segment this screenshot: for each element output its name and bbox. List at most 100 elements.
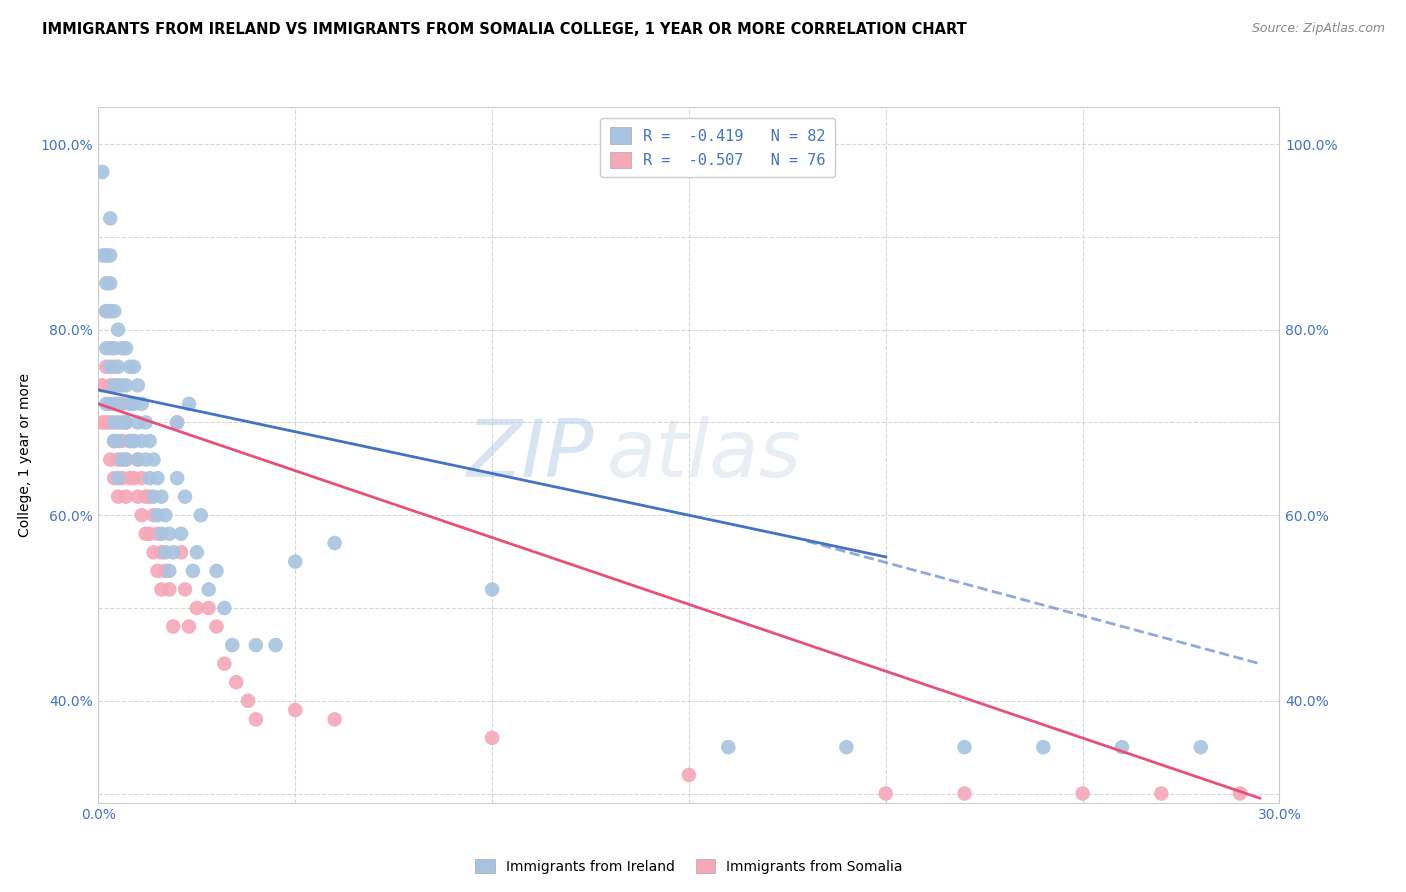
Point bbox=[107, 471, 129, 485]
Point bbox=[103, 471, 125, 485]
Point bbox=[214, 601, 236, 615]
Point bbox=[115, 452, 138, 467]
Point bbox=[190, 508, 212, 523]
Point bbox=[245, 712, 267, 726]
Point bbox=[162, 619, 184, 633]
Point bbox=[162, 545, 184, 559]
Point bbox=[98, 397, 121, 411]
Point bbox=[186, 545, 208, 559]
Point bbox=[96, 359, 118, 374]
Point bbox=[127, 416, 149, 430]
Point bbox=[142, 490, 165, 504]
Point bbox=[284, 703, 307, 717]
Point bbox=[98, 416, 121, 430]
Point bbox=[717, 740, 740, 755]
Point bbox=[142, 545, 165, 559]
Point bbox=[91, 416, 114, 430]
Point bbox=[875, 787, 897, 801]
Point bbox=[111, 397, 134, 411]
Point bbox=[131, 434, 153, 448]
Point bbox=[118, 359, 141, 374]
Point bbox=[111, 434, 134, 448]
Point bbox=[177, 397, 200, 411]
Point bbox=[284, 555, 307, 569]
Point bbox=[111, 416, 134, 430]
Point bbox=[118, 434, 141, 448]
Point bbox=[150, 490, 173, 504]
Point bbox=[1150, 787, 1173, 801]
Point bbox=[107, 490, 129, 504]
Point bbox=[127, 378, 149, 392]
Legend: Immigrants from Ireland, Immigrants from Somalia: Immigrants from Ireland, Immigrants from… bbox=[468, 852, 910, 880]
Point bbox=[1111, 740, 1133, 755]
Point bbox=[103, 304, 125, 318]
Point bbox=[197, 582, 219, 597]
Point bbox=[138, 471, 160, 485]
Point bbox=[103, 416, 125, 430]
Point bbox=[155, 545, 177, 559]
Point bbox=[127, 452, 149, 467]
Point bbox=[115, 452, 138, 467]
Point bbox=[135, 452, 157, 467]
Point bbox=[174, 490, 197, 504]
Point bbox=[170, 526, 193, 541]
Point bbox=[1189, 740, 1212, 755]
Point bbox=[155, 508, 177, 523]
Point bbox=[1032, 740, 1054, 755]
Point bbox=[146, 564, 169, 578]
Point bbox=[181, 564, 204, 578]
Point bbox=[138, 434, 160, 448]
Point bbox=[122, 434, 145, 448]
Point bbox=[138, 490, 160, 504]
Point bbox=[103, 434, 125, 448]
Point bbox=[103, 341, 125, 355]
Point bbox=[166, 416, 188, 430]
Point bbox=[98, 452, 121, 467]
Point bbox=[214, 657, 236, 671]
Point bbox=[146, 508, 169, 523]
Point bbox=[127, 452, 149, 467]
Point bbox=[146, 526, 169, 541]
Point bbox=[146, 471, 169, 485]
Point bbox=[98, 359, 121, 374]
Point bbox=[481, 582, 503, 597]
Point bbox=[96, 248, 118, 262]
Point bbox=[98, 211, 121, 226]
Point bbox=[107, 323, 129, 337]
Point bbox=[155, 564, 177, 578]
Point bbox=[96, 416, 118, 430]
Point bbox=[107, 416, 129, 430]
Point bbox=[98, 277, 121, 291]
Point bbox=[96, 304, 118, 318]
Point bbox=[225, 675, 247, 690]
Point bbox=[166, 471, 188, 485]
Point bbox=[481, 731, 503, 745]
Point bbox=[264, 638, 287, 652]
Point bbox=[111, 452, 134, 467]
Point bbox=[96, 397, 118, 411]
Point bbox=[98, 304, 121, 318]
Point bbox=[150, 526, 173, 541]
Point bbox=[131, 397, 153, 411]
Point bbox=[98, 378, 121, 392]
Y-axis label: College, 1 year or more: College, 1 year or more bbox=[18, 373, 32, 537]
Point bbox=[205, 619, 228, 633]
Point bbox=[953, 787, 976, 801]
Point bbox=[138, 526, 160, 541]
Point bbox=[157, 526, 180, 541]
Point bbox=[205, 564, 228, 578]
Point bbox=[323, 712, 346, 726]
Point bbox=[157, 582, 180, 597]
Point bbox=[115, 341, 138, 355]
Point bbox=[131, 508, 153, 523]
Point bbox=[118, 397, 141, 411]
Point bbox=[115, 490, 138, 504]
Point bbox=[150, 582, 173, 597]
Point bbox=[91, 248, 114, 262]
Point bbox=[111, 378, 134, 392]
Point bbox=[115, 378, 138, 392]
Point bbox=[1229, 787, 1251, 801]
Text: Source: ZipAtlas.com: Source: ZipAtlas.com bbox=[1251, 22, 1385, 36]
Point bbox=[91, 165, 114, 179]
Point bbox=[91, 378, 114, 392]
